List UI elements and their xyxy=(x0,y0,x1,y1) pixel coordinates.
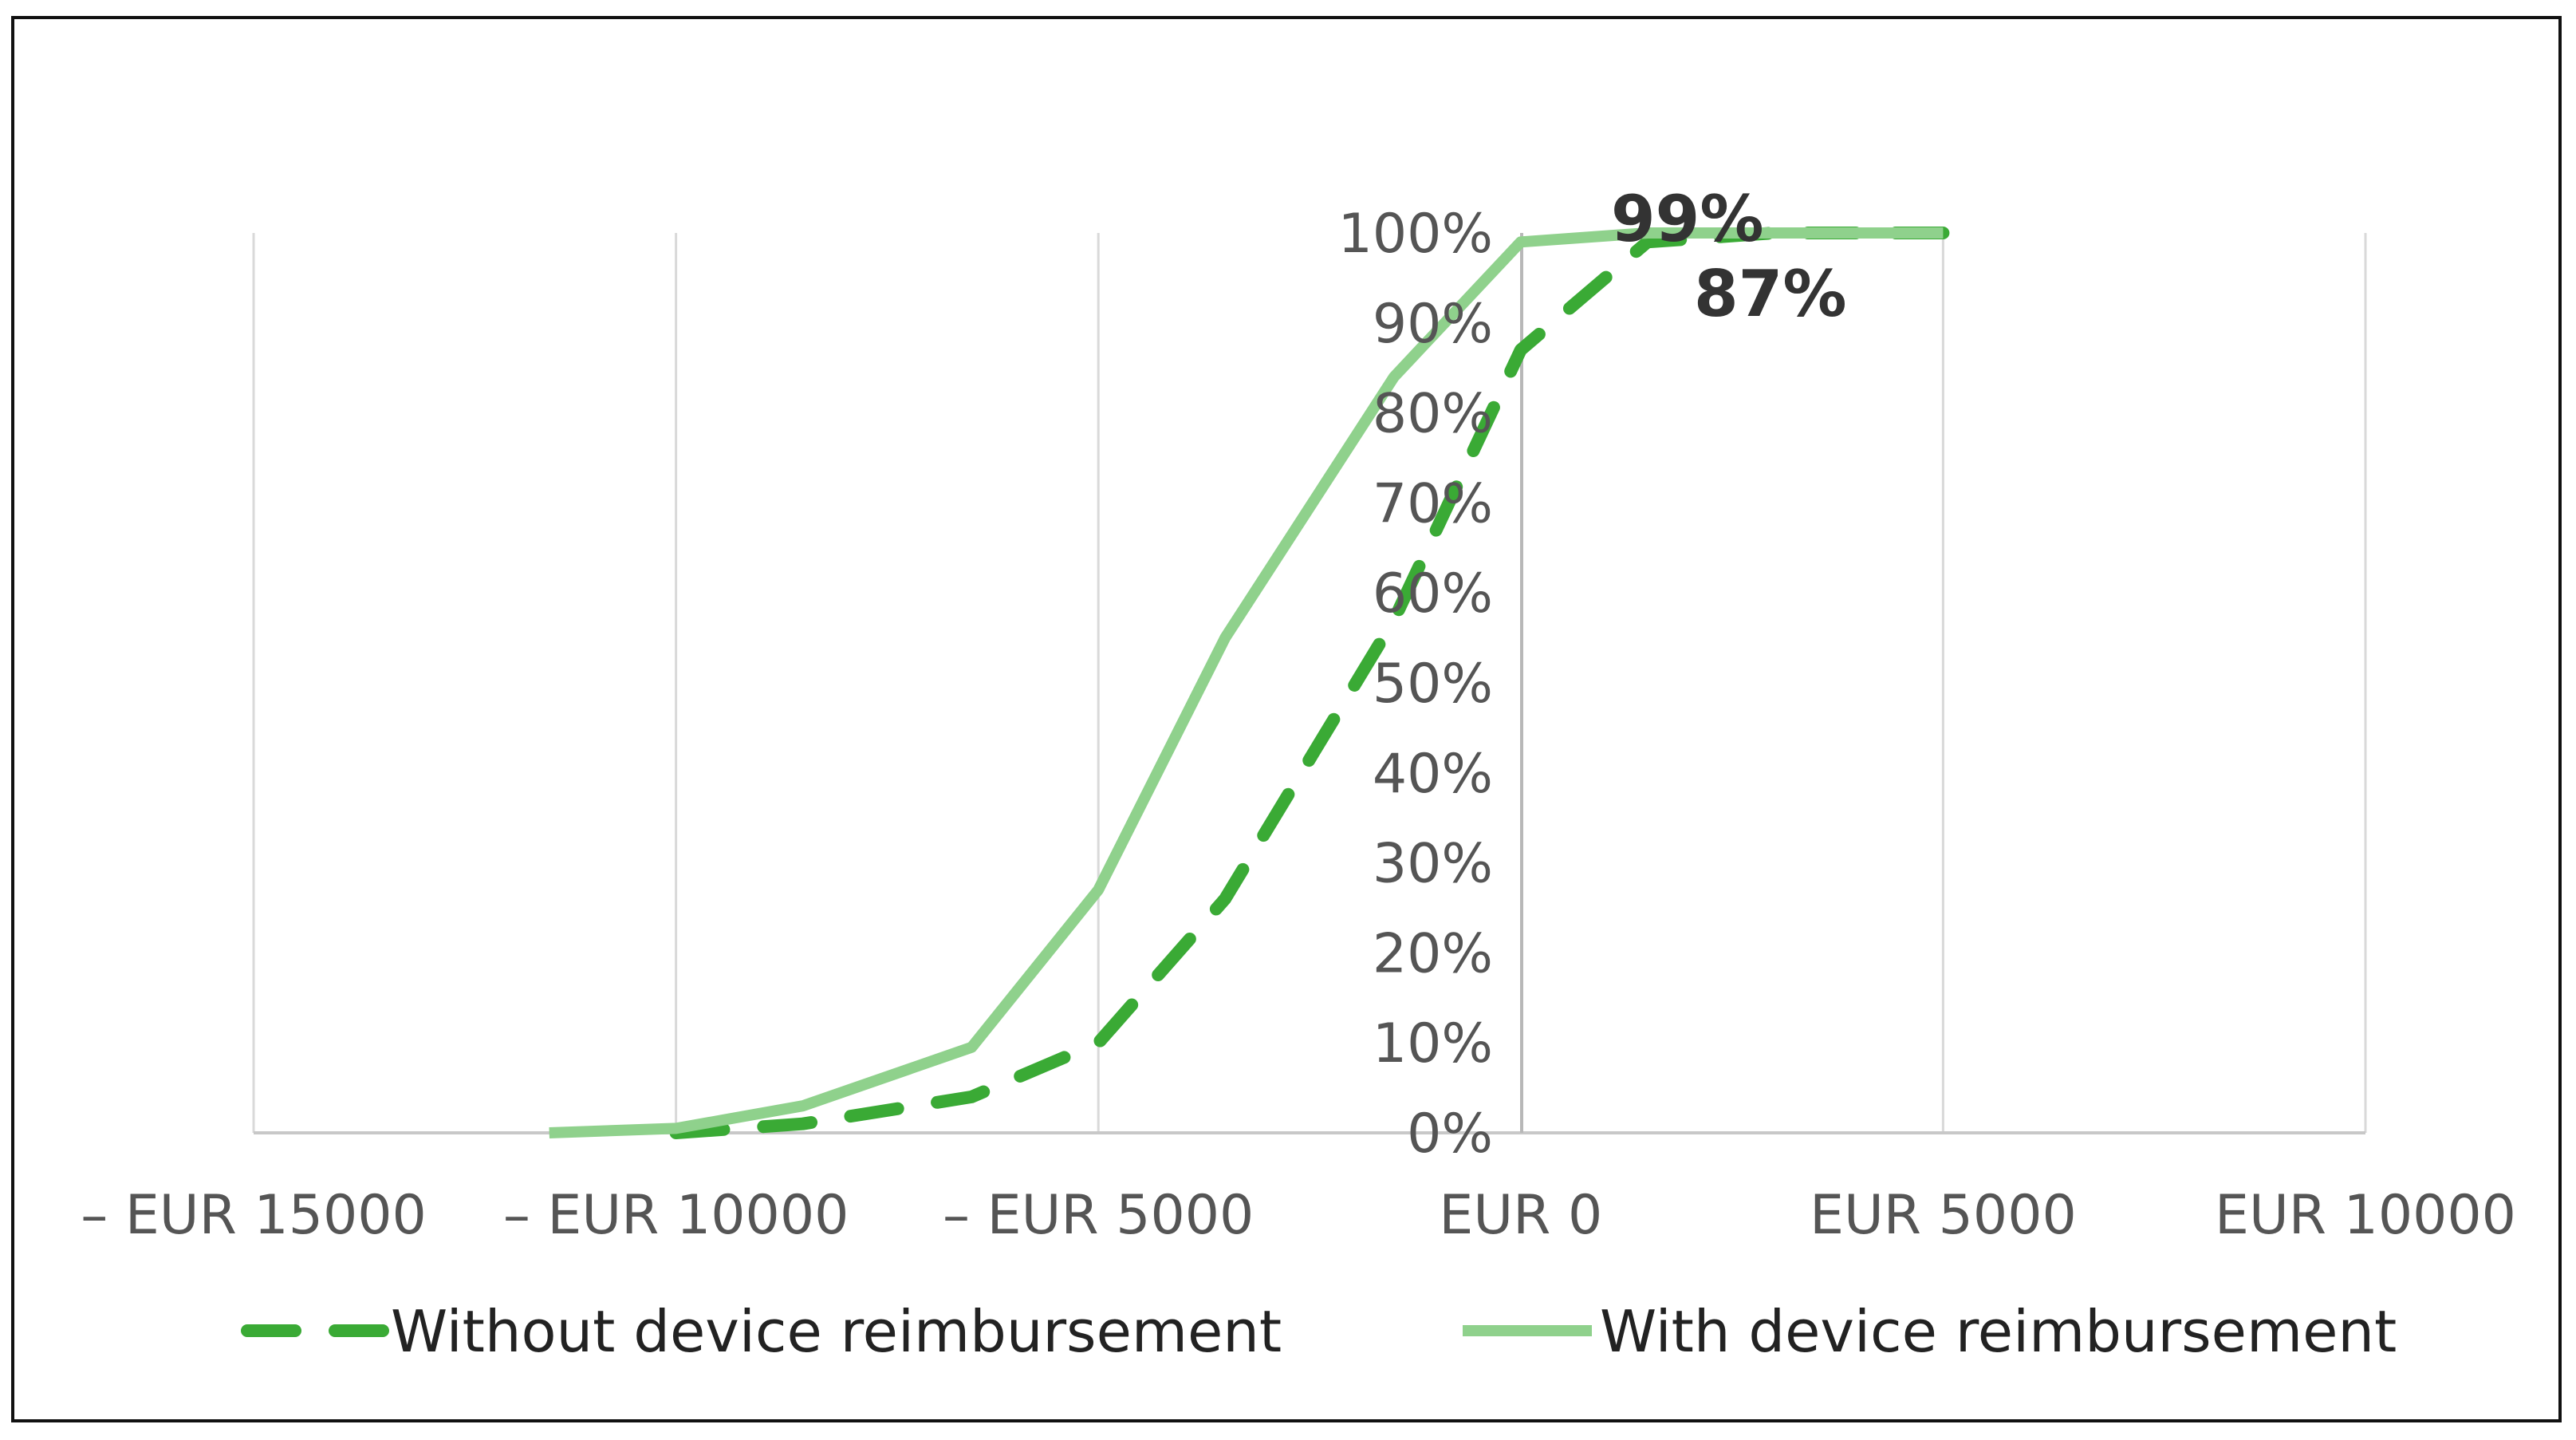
legend: Without device reimbursement With device … xyxy=(241,1298,2397,1365)
x-tick-label: EUR 0 xyxy=(1439,1184,1602,1247)
series-group xyxy=(549,227,1950,1139)
series-line-1 xyxy=(669,227,1950,1139)
y-tick-label: 80% xyxy=(1373,383,1493,446)
x-tick-label: – EUR 15000 xyxy=(81,1184,427,1247)
legend-label-2: With device reimbursement xyxy=(1600,1298,2397,1365)
data-label-1: 99% xyxy=(1611,182,1763,256)
y-tick-label: 100% xyxy=(1338,203,1493,266)
y-tick-label: 40% xyxy=(1373,743,1493,806)
y-tick-label: 10% xyxy=(1373,1012,1493,1075)
legend-label-1: Without device reimbursement xyxy=(391,1298,1282,1365)
y-tick-labels: 0% 10% 20% 30% 40% 50% 60% 70% 80% 90% 100% xyxy=(1338,203,1493,1166)
y-tick-label: 90% xyxy=(1373,293,1493,356)
x-tick-label: – EUR 10000 xyxy=(503,1184,849,1247)
grid xyxy=(252,233,2367,1133)
x-tick-label: EUR 5000 xyxy=(1810,1184,2077,1247)
series-line-2 xyxy=(549,227,1944,1138)
y-tick-label: 20% xyxy=(1373,922,1493,985)
data-label-2: 87% xyxy=(1694,257,1846,331)
x-tick-labels: – EUR 15000 – EUR 10000 – EUR 5000 EUR 0 EUR… xyxy=(81,1184,2516,1247)
axes xyxy=(254,233,2365,1134)
y-tick-label: 0% xyxy=(1407,1103,1493,1166)
y-tick-label: 50% xyxy=(1373,653,1493,716)
y-tick-label: 30% xyxy=(1373,833,1493,896)
y-tick-label: 70% xyxy=(1373,472,1493,535)
annotations: 99%87% xyxy=(1611,182,1846,331)
y-tick-label: 60% xyxy=(1373,562,1493,625)
x-tick-label: – EUR 5000 xyxy=(943,1184,1254,1247)
chart-frame xyxy=(11,16,2562,1422)
x-tick-label: EUR 10000 xyxy=(2215,1184,2516,1247)
